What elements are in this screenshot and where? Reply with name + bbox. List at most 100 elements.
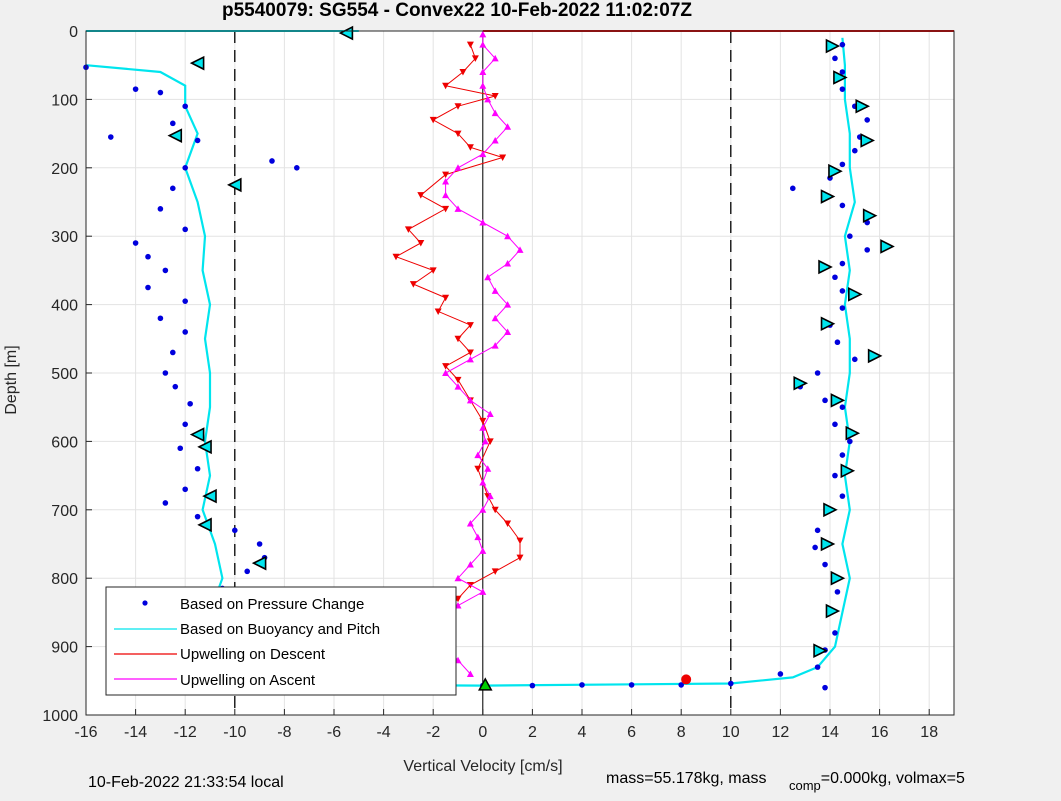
ascent-triangle-marker: [823, 502, 838, 518]
pressure-change-point: [839, 305, 846, 311]
upwelling-descent-point: [392, 253, 400, 261]
upwelling-descent-point: [491, 568, 499, 575]
pressure-change-point: [182, 103, 188, 110]
upwelling-ascent-point: [484, 273, 492, 281]
pressure-change-point: [852, 356, 858, 363]
legend-label-ascent: Upwelling on Ascent: [180, 672, 316, 689]
pressure-change-point: [839, 404, 846, 411]
upwelling-descent-point: [454, 335, 462, 343]
y-axis-ticks: 0 100 200 300 400 500 600 700 800 900 1000: [42, 24, 92, 725]
descent-triangle-marker: [189, 427, 205, 442]
upwelling-descent-point: [454, 103, 462, 110]
pressure-change-point: [790, 185, 796, 192]
dive-end-marker: [478, 677, 493, 691]
upwelling-ascent-point: [454, 574, 462, 582]
upwelling-ascent-point: [479, 30, 487, 38]
upwelling-ascent-point: [442, 177, 450, 185]
pressure-change-point: [834, 589, 841, 595]
upwelling-ascent-point: [504, 260, 512, 267]
pressure-change-point: [132, 240, 139, 246]
pressure-change-point: [157, 315, 164, 322]
ascent-triangle-marker: [845, 425, 861, 441]
pressure-change-point: [839, 41, 846, 48]
pressure-change-point: [832, 630, 838, 636]
pressure-change-point: [822, 397, 828, 404]
x-tick-label: 8: [677, 724, 686, 741]
upwelling-ascent-point: [479, 424, 487, 431]
pressure-change-point: [172, 383, 179, 390]
upwelling-ascent-point: [479, 150, 487, 158]
pressure-change-point: [814, 370, 821, 376]
upwelling-ascent-point: [474, 451, 482, 459]
legend: Based on Pressure Change Based on Buoyan…: [105, 586, 457, 696]
x-tick-label: 0: [478, 724, 487, 741]
upwelling-ascent-point: [491, 136, 499, 144]
pressure-change-point: [145, 284, 151, 291]
x-tick-label: 18: [920, 724, 938, 741]
y-tick-label: 600: [51, 434, 78, 451]
upwelling-descent-point: [442, 171, 450, 179]
pressure-change-point: [839, 260, 846, 267]
pressure-change-point: [839, 69, 846, 75]
descent-triangle-marker: [227, 177, 242, 193]
pressure-change-point: [822, 561, 828, 568]
pressure-change-point: [108, 134, 114, 140]
ascent-triangle-marker: [847, 287, 863, 302]
x-tick-label: 4: [578, 724, 587, 741]
pressure-change-point: [187, 400, 193, 407]
upwelling-ascent-point: [504, 232, 512, 240]
y-tick-label: 700: [51, 503, 78, 520]
upwelling-ascent-point: [454, 205, 462, 212]
legend-swatch-pressure: [142, 600, 148, 606]
ascent-triangle-marker: [793, 375, 809, 391]
upwelling-descent-point: [442, 82, 450, 90]
pressure-change-point: [579, 682, 585, 688]
upwelling-descent-point: [479, 417, 487, 425]
descent-triangle-marker: [251, 555, 267, 571]
pressure-change-point: [814, 664, 821, 670]
upwelling-ascent-point: [491, 314, 499, 322]
ascent-triangle-marker: [860, 133, 875, 148]
x-tick-label: 6: [627, 724, 636, 741]
pressure-change-point: [182, 165, 188, 171]
upwelling-descent-point: [474, 465, 482, 473]
pressure-change-point: [847, 438, 853, 445]
pressure-change-point: [170, 120, 176, 127]
pressure-change-point: [182, 226, 188, 233]
upwelling-ascent-point: [466, 355, 474, 363]
y-tick-label: 1000: [42, 708, 78, 725]
upwelling-ascent-point: [491, 54, 499, 62]
pressure-change-point: [832, 421, 838, 428]
pressure-change-point: [822, 684, 828, 691]
y-tick-label: 100: [51, 92, 78, 109]
legend-box: [105, 586, 457, 696]
pressure-change-point: [177, 445, 184, 452]
upwelling-descent-point: [434, 308, 442, 315]
y-tick-label: 0: [69, 24, 78, 41]
descent-triangle-marker: [197, 517, 212, 533]
y-tick-label: 300: [51, 229, 78, 246]
pressure-change-point: [847, 233, 853, 239]
y-tick-label: 400: [51, 298, 78, 315]
ascent-triangle-marker: [825, 603, 841, 619]
y-tick-label: 800: [51, 571, 78, 588]
x-tick-label: -4: [376, 724, 390, 741]
descent-triangle-marker: [167, 128, 183, 143]
y-tick-label: 200: [51, 161, 78, 178]
upwelling-ascent-point: [484, 465, 492, 472]
upwelling-ascent-point: [479, 506, 487, 513]
upwelling-descent-point: [417, 192, 425, 199]
upwelling-descent-point: [516, 554, 524, 562]
upwelling-descent-point: [404, 226, 412, 233]
upwelling-descent-point: [499, 154, 507, 162]
pressure-change-point: [162, 500, 169, 506]
pressure-change-point: [194, 137, 201, 144]
ascent-triangle-marker: [855, 98, 871, 114]
upwelling-ascent-point: [479, 41, 487, 48]
x-tick-label: -12: [174, 724, 197, 741]
upwelling-ascent-point: [504, 328, 512, 335]
buoyancy-ascent-line: [234, 37, 856, 687]
red-dot-marker: [681, 674, 692, 685]
legend-label-buoyancy: Based on Buoyancy and Pitch: [180, 621, 380, 638]
ascent-triangle-marker: [830, 570, 846, 586]
